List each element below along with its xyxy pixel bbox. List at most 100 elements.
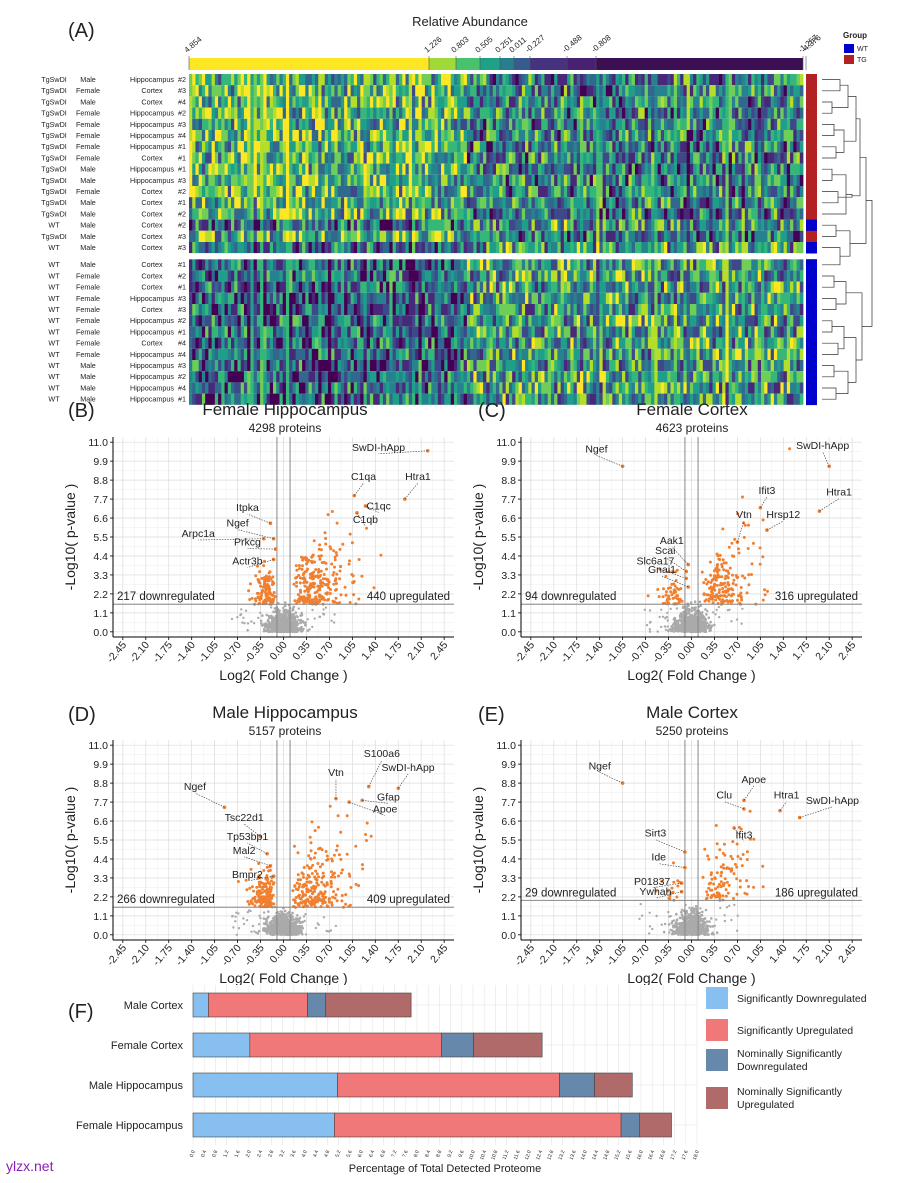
y-tick-label: 2.2: [93, 892, 108, 904]
label-leader-line: [237, 529, 274, 540]
nonsig-point: [296, 627, 299, 630]
nonsig-point: [695, 907, 698, 911]
x-tick-label: 2.4: [256, 1149, 264, 1158]
x-tick-label: 16.0: [636, 1149, 645, 1160]
upregulated-point: [727, 867, 731, 871]
nonsig-point: [279, 613, 283, 616]
group-cell: [806, 141, 817, 153]
downregulated-point: [265, 889, 269, 893]
upregulated-point: [736, 855, 740, 858]
downregulated-point: [265, 874, 269, 878]
row-label: TgSwDI Female Cortex #3: [41, 86, 186, 95]
nonsig-point: [234, 915, 237, 918]
nonsig-point: [258, 914, 261, 917]
nonsig-point: [259, 619, 263, 623]
row-genotype: WT: [48, 383, 60, 392]
upregulated-point: [309, 573, 313, 577]
upregulated-point: [718, 848, 722, 852]
nonsig-point: [278, 616, 281, 620]
nonsig-point: [710, 917, 713, 920]
upregulated-point: [747, 885, 750, 888]
nonsig-point: [270, 627, 274, 631]
upregulated-point: [708, 560, 712, 564]
nonsig-point: [689, 601, 693, 604]
x-tick-label: 1.05: [744, 942, 766, 965]
upregulated-point: [321, 862, 324, 866]
upregulated-point: [761, 598, 765, 602]
nonsig-point: [733, 903, 736, 907]
nonsig-point: [257, 923, 261, 926]
y-tick-label: 6.6: [93, 513, 108, 525]
upregulated-point: [344, 893, 348, 897]
nonsig-point: [317, 923, 320, 926]
upregulated-point: [711, 587, 715, 591]
upregulated-point: [735, 892, 739, 896]
plot-title: Male Hippocampus: [212, 703, 358, 722]
upregulated-point: [317, 568, 321, 571]
nonsig-point: [703, 921, 707, 924]
nonsig-point: [735, 618, 739, 621]
group-cell: [806, 197, 817, 209]
downregulated-point: [676, 594, 680, 598]
y-axis-title: -Log10( p-value ): [470, 484, 486, 591]
upregulated-point: [307, 854, 311, 858]
group-cell: [806, 360, 817, 372]
row-label: TgSwDI Male Hippocampus #3: [41, 176, 186, 185]
upregulated-point: [731, 554, 734, 558]
x-tick-label: 0.70: [721, 639, 743, 662]
nonsig-point: [308, 628, 311, 631]
y-tick-label: 5.5: [501, 835, 516, 847]
x-tick-label: -2.10: [536, 639, 561, 665]
panel-label: (F): [68, 1001, 94, 1023]
row-genotype: TgSwDI: [41, 232, 67, 241]
nonsig-point: [680, 619, 683, 623]
row-genotype: TgSwDI: [41, 176, 67, 185]
nonsig-point: [707, 924, 710, 928]
row-genotype: TgSwDI: [41, 86, 67, 95]
nonsig-point: [291, 912, 294, 915]
row-replicate: #3: [178, 361, 186, 370]
upregulated-point: [320, 848, 324, 852]
group-cell: [806, 242, 817, 254]
downregulated-point: [268, 900, 272, 904]
row-genotype: WT: [48, 316, 60, 325]
x-tick-label: -1.05: [196, 942, 221, 968]
nonsig-point: [689, 908, 693, 912]
row-genotype: WT: [48, 361, 60, 370]
nonsig-point: [693, 923, 697, 927]
plot-subtitle: 4298 proteins: [249, 421, 322, 435]
nonsig-point: [730, 620, 733, 623]
x-tick-label: 0.70: [313, 639, 335, 662]
upregulated-point: [324, 561, 328, 565]
upregulated-point: [737, 547, 740, 551]
gene-label: SwDI-hApp: [806, 795, 859, 807]
upregulated-point: [305, 569, 308, 573]
plot-title: Female Hippocampus: [202, 400, 367, 419]
x-tick-label: 13.6: [569, 1149, 578, 1160]
row-label: WT Female Hippocampus #1: [48, 327, 186, 336]
upregulated-point: [297, 598, 301, 602]
upregulated-point: [706, 580, 710, 584]
upregulated-point: [321, 902, 325, 905]
upregulated-point: [726, 891, 730, 895]
upregulated-point: [746, 547, 750, 550]
y-tick-label: 2.2: [93, 589, 108, 601]
upregulated-point: [364, 833, 368, 836]
upregulated-point: [313, 560, 316, 564]
nonsig-point: [690, 609, 694, 613]
downregulated-point: [263, 903, 267, 907]
upregulated-point: [311, 892, 314, 896]
row-sex: Male: [80, 97, 96, 106]
scale-segment: [429, 58, 456, 70]
upregulated-point: [719, 594, 723, 598]
upregulated-point: [319, 579, 323, 583]
nonsig-point: [645, 623, 649, 627]
legend-swatch: [706, 987, 728, 1009]
y-tick-label: 6.6: [93, 816, 108, 828]
row-sex: Female: [76, 187, 100, 196]
x-axis-title: Percentage of Total Detected Proteome: [349, 1163, 541, 1175]
gene-label: Htra1: [826, 487, 852, 499]
nonsig-point: [268, 622, 271, 625]
x-tick-label: 14.0: [580, 1149, 589, 1160]
nonsig-point: [268, 615, 271, 618]
